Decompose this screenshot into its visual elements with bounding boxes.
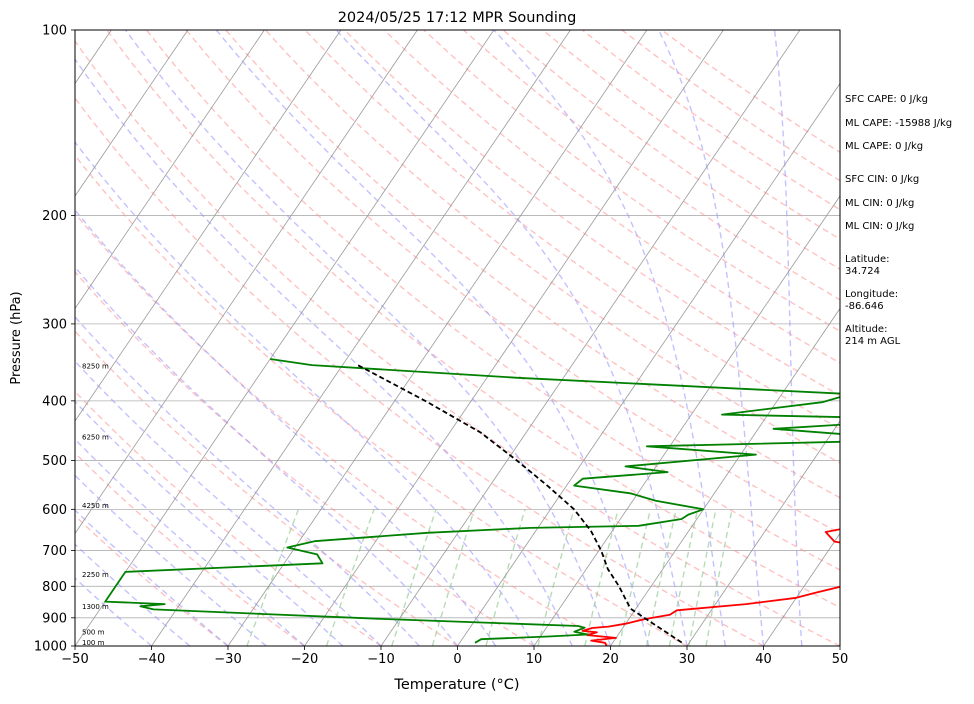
x-tick-label: 10 xyxy=(526,652,543,667)
moist-adiabat-line xyxy=(0,30,496,646)
moist-adiabat-line xyxy=(494,30,726,646)
y-axis-ticks: 1000 900 800 700 600 500 400 300 200 100 xyxy=(34,24,75,655)
height-label: 500 m xyxy=(82,629,105,637)
isotherm-line xyxy=(228,30,647,646)
altitude-label: Altitude: xyxy=(845,324,887,335)
x-tick-label: 40 xyxy=(755,652,772,667)
y-tick-label: 900 xyxy=(42,611,67,626)
mixing-ratio-line xyxy=(247,509,299,646)
height-label: 1300 m xyxy=(82,603,109,611)
chart-title: 2024/05/25 17:12 MPR Sounding xyxy=(338,10,577,26)
x-tick-label: 30 xyxy=(679,652,696,667)
y-tick-label: 300 xyxy=(42,317,67,332)
y-tick-label: 800 xyxy=(42,580,67,595)
stats-annotations: SFC CAPE: 0 J/kg ML CAPE: -15988 J/kg ML… xyxy=(845,94,952,347)
x-tick-label: −20 xyxy=(291,652,318,667)
y-tick-label: 100 xyxy=(42,24,67,39)
y-tick-label: 200 xyxy=(42,209,67,224)
moist-adiabat-line xyxy=(659,30,764,646)
ml-cape-text-2: ML CAPE: 0 J/kg xyxy=(845,141,923,152)
sfc-cin-text: SFC CIN: 0 J/kg xyxy=(845,174,919,185)
longitude-value: -86.646 xyxy=(845,301,884,312)
mixing-ratio-line xyxy=(647,509,677,646)
y-tick-label: 700 xyxy=(42,544,67,559)
height-label: 2250 m xyxy=(82,571,109,579)
isotherm-line xyxy=(305,30,724,646)
ml-cin-text: ML CIN: 0 J/kg xyxy=(845,198,914,209)
dry-adiabat-line xyxy=(0,30,458,646)
x-tick-label: 0 xyxy=(453,652,461,667)
parcel-trace xyxy=(358,365,682,642)
sfc-cape-text: SFC CAPE: 0 J/kg xyxy=(845,94,928,105)
isotherm-line xyxy=(152,30,571,646)
x-tick-label: −40 xyxy=(138,652,165,667)
dry-adiabats xyxy=(0,30,974,646)
moist-adiabat-line xyxy=(0,30,190,646)
dry-adiabat-line xyxy=(0,30,610,646)
moist-adiabat-line xyxy=(0,30,458,646)
moist-adiabat-line xyxy=(0,30,266,646)
x-tick-label: 50 xyxy=(832,652,849,667)
isobar-gridlines xyxy=(75,30,840,646)
height-label: 6250 m xyxy=(82,434,109,442)
mixing-ratio-line xyxy=(327,509,375,646)
height-label: 4250 m xyxy=(82,502,109,510)
y-tick-label: 1000 xyxy=(34,640,67,655)
dry-adiabat-line xyxy=(67,30,840,646)
x-tick-label: −10 xyxy=(367,652,394,667)
latitude-label: Latitude: xyxy=(845,254,890,265)
x-tick-label: −30 xyxy=(214,652,241,667)
x-tick-label: 20 xyxy=(602,652,619,667)
moist-adiabats xyxy=(0,30,802,646)
dry-adiabat-line xyxy=(0,30,534,646)
latitude-value: 34.724 xyxy=(845,266,880,277)
y-axis-label: Pressure (hPa) xyxy=(9,291,24,384)
height-label: 8250 m xyxy=(82,363,109,371)
plot-frame xyxy=(75,30,840,646)
y-tick-label: 400 xyxy=(42,394,67,409)
y-tick-label: 500 xyxy=(42,454,67,469)
y-tick-label: 600 xyxy=(42,503,67,518)
mixing-ratio-line xyxy=(706,509,732,646)
moist-adiabat-line xyxy=(0,30,534,646)
altitude-value: 214 m AGL xyxy=(845,336,901,347)
x-axis-label: Temperature (°C) xyxy=(393,677,519,693)
dry-adiabat-line xyxy=(0,30,228,646)
moist-adiabat-line xyxy=(0,30,228,646)
ml-cape-text: ML CAPE: -15988 J/kg xyxy=(845,118,952,129)
ml-cin-text-2: ML CIN: 0 J/kg xyxy=(845,221,914,232)
longitude-label: Longitude: xyxy=(845,289,898,300)
